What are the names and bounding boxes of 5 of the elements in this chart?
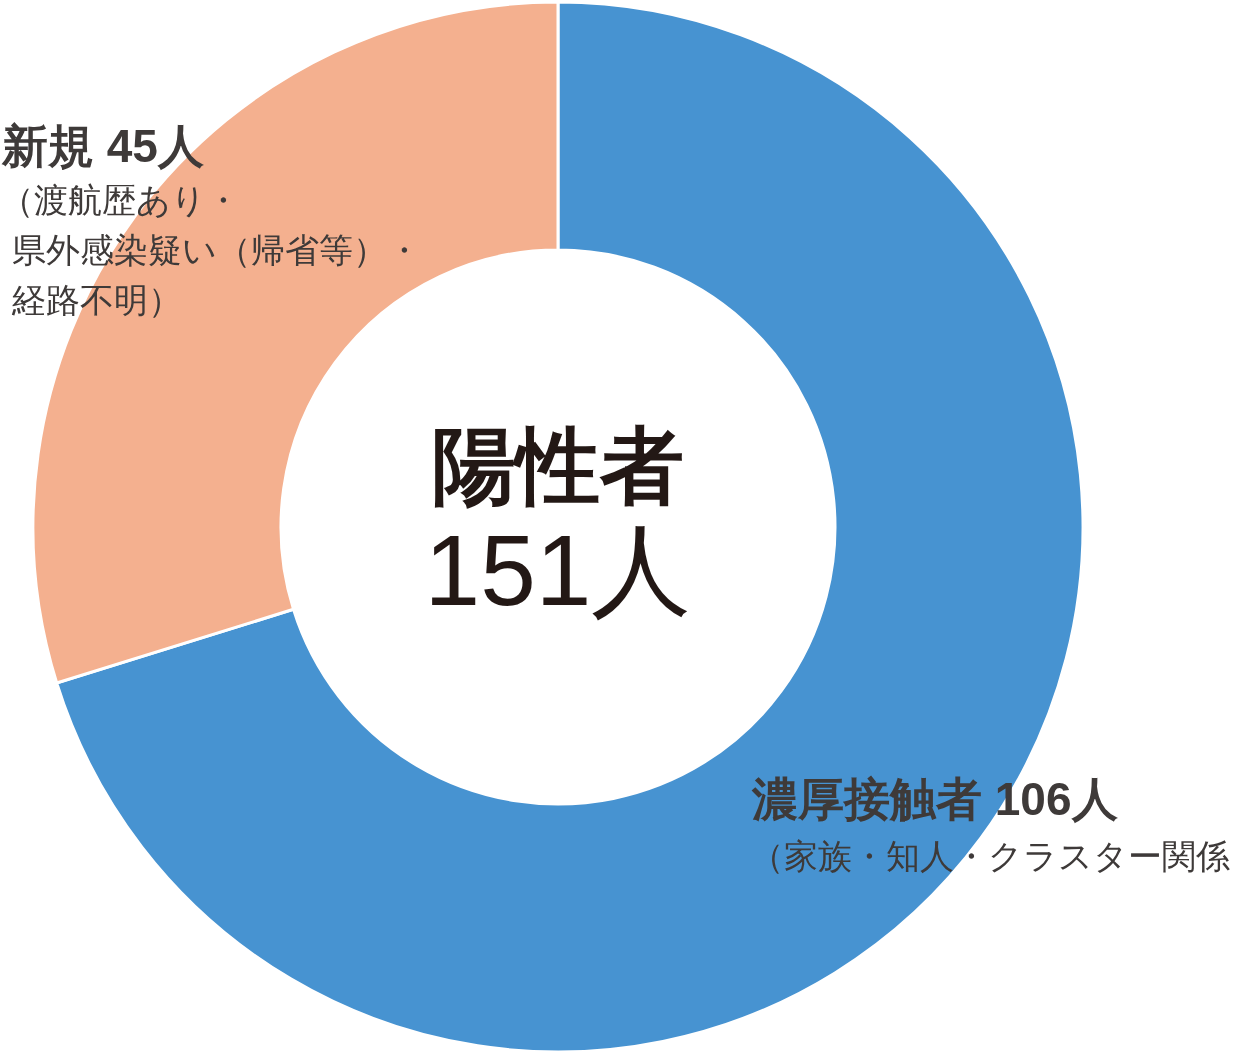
text: 151人 (424, 514, 692, 626)
slice-label: 新規 45人 (1, 120, 204, 172)
text: 陽性者 (432, 419, 684, 513)
text: （家族・知人・クラスター関係 (750, 837, 1230, 875)
text: 県外感染疑い（帰省等）・ (12, 231, 421, 269)
